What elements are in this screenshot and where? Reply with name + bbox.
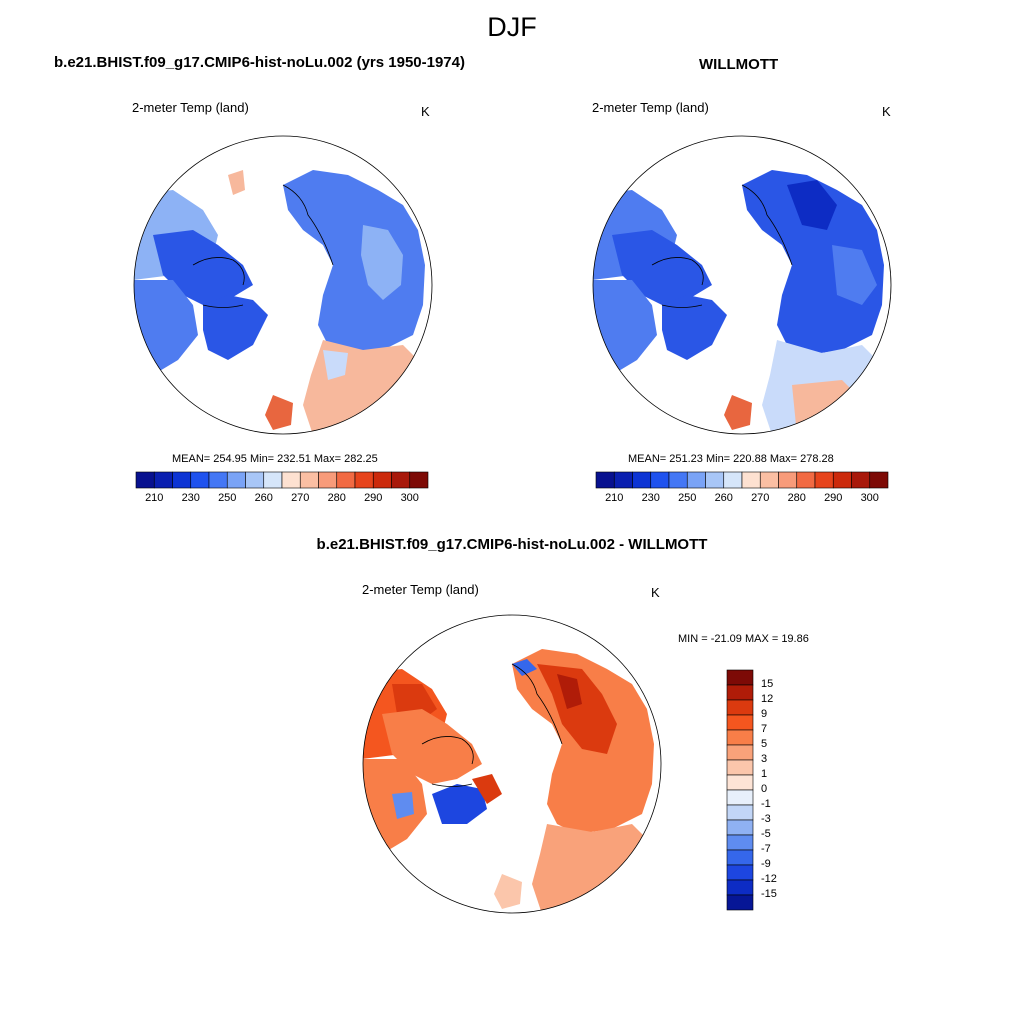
colorbar-swatch xyxy=(172,471,192,489)
colorbar-tick-label: 280 xyxy=(787,492,806,504)
colorbar-tick-label: -1 xyxy=(761,798,771,810)
panel-1-variable-label: 2-meter Temp (land) xyxy=(132,100,249,115)
colorbar-swatch xyxy=(796,471,816,489)
colorbar-tick-label: 300 xyxy=(860,492,879,504)
colorbar-tick-label: -12 xyxy=(761,873,777,885)
colorbar-tick-label: 270 xyxy=(291,492,310,504)
colorbar-tick-label: 300 xyxy=(400,492,419,504)
colorbar-swatch xyxy=(632,471,652,489)
colorbar-tick-label: -7 xyxy=(761,843,771,855)
colorbar-tick-label: 15 xyxy=(761,678,774,690)
panel-2-variable-label: 2-meter Temp (land) xyxy=(592,100,709,115)
colorbar-swatch xyxy=(263,471,283,489)
colorbar-swatch xyxy=(153,471,173,489)
panel-3-stats: MIN = -21.09 MAX = 19.86 xyxy=(678,633,809,645)
colorbar-tick-label: 9 xyxy=(761,708,768,720)
colorbar-tick-label: 12 xyxy=(761,693,774,705)
colorbar-swatch xyxy=(726,684,754,701)
colorbar-swatch xyxy=(372,471,392,489)
panel-3-title: b.e21.BHIST.f09_g17.CMIP6-hist-noLu.002 … xyxy=(316,536,708,553)
panel-3-units-label: K xyxy=(651,585,660,600)
colorbar-tick-label: -5 xyxy=(761,828,771,840)
panel-2-stats: MEAN= 251.23 Min= 220.88 Max= 278.28 xyxy=(628,453,834,465)
colorbar-swatch xyxy=(851,471,871,489)
panel-2-colorbar xyxy=(595,471,889,489)
colorbar-swatch xyxy=(723,471,743,489)
colorbar-swatch xyxy=(336,471,356,489)
colorbar-swatch xyxy=(613,471,633,489)
panel-2-title: WILLMOTT xyxy=(699,56,779,73)
colorbar-tick-label: 230 xyxy=(641,492,660,504)
panel-3-colorbar xyxy=(726,669,754,911)
colorbar-swatch xyxy=(226,471,246,489)
colorbar-tick-label: 250 xyxy=(678,492,697,504)
colorbar-swatch xyxy=(814,471,834,489)
colorbar-swatch xyxy=(726,774,754,791)
colorbar-tick-label: 7 xyxy=(761,723,768,735)
colorbar-swatch xyxy=(391,471,411,489)
colorbar-tick-label: 210 xyxy=(145,492,164,504)
colorbar-swatch xyxy=(778,471,798,489)
figure-title: DJF xyxy=(487,12,537,42)
colorbar-swatch xyxy=(726,804,754,821)
colorbar-tick-label: -9 xyxy=(761,858,771,870)
colorbar-tick-label: 3 xyxy=(761,753,768,765)
colorbar-swatch xyxy=(832,471,852,489)
colorbar-swatch xyxy=(726,849,754,866)
colorbar-swatch xyxy=(190,471,210,489)
colorbar-swatch xyxy=(668,471,688,489)
colorbar-tick-label: 230 xyxy=(181,492,200,504)
colorbar-swatch xyxy=(726,714,754,731)
colorbar-swatch xyxy=(726,759,754,776)
colorbar-tick-label: 280 xyxy=(327,492,346,504)
colorbar-swatch xyxy=(686,471,706,489)
colorbar-swatch xyxy=(726,819,754,836)
colorbar-swatch xyxy=(595,471,615,489)
panel-1-polar-map xyxy=(133,135,433,435)
panel-2-units-label: K xyxy=(882,104,891,119)
colorbar-swatch xyxy=(726,744,754,761)
colorbar-swatch xyxy=(299,471,319,489)
colorbar-swatch xyxy=(759,471,779,489)
colorbar-swatch xyxy=(741,471,761,489)
colorbar-tick-label: 290 xyxy=(364,492,383,504)
colorbar-tick-label: -3 xyxy=(761,813,771,825)
panel-1-colorbar xyxy=(135,471,429,489)
colorbar-swatch xyxy=(208,471,228,489)
panel-2-polar-map xyxy=(592,135,892,435)
colorbar-swatch xyxy=(726,789,754,806)
panel-1-units-label: K xyxy=(421,104,430,119)
colorbar-tick-label: 1 xyxy=(761,768,768,780)
colorbar-swatch xyxy=(726,894,754,911)
colorbar-swatch xyxy=(726,864,754,881)
colorbar-swatch xyxy=(869,471,889,489)
colorbar-swatch xyxy=(281,471,301,489)
colorbar-tick-label: 5 xyxy=(761,738,768,750)
colorbar-swatch xyxy=(135,471,155,489)
colorbar-swatch xyxy=(318,471,338,489)
colorbar-swatch xyxy=(726,834,754,851)
colorbar-swatch xyxy=(726,669,754,686)
panel-3-variable-label: 2-meter Temp (land) xyxy=(362,582,479,597)
panel-1-title: b.e21.BHIST.f09_g17.CMIP6-hist-noLu.002 … xyxy=(54,54,465,71)
colorbar-tick-label: 290 xyxy=(824,492,843,504)
colorbar-swatch xyxy=(245,471,265,489)
panel-3-polar-map xyxy=(362,614,662,914)
colorbar-tick-label: 260 xyxy=(714,492,733,504)
colorbar-swatch xyxy=(726,699,754,716)
panel-1-stats: MEAN= 254.95 Min= 232.51 Max= 282.25 xyxy=(172,453,378,465)
colorbar-tick-label: 210 xyxy=(605,492,624,504)
colorbar-swatch xyxy=(409,471,429,489)
colorbar-tick-label: 250 xyxy=(218,492,237,504)
colorbar-swatch xyxy=(726,879,754,896)
colorbar-tick-label: 0 xyxy=(761,783,768,795)
colorbar-tick-label: 260 xyxy=(254,492,273,504)
colorbar-tick-label: -15 xyxy=(761,888,777,900)
colorbar-tick-label: 270 xyxy=(751,492,770,504)
colorbar-swatch xyxy=(354,471,374,489)
colorbar-swatch xyxy=(726,729,754,746)
colorbar-swatch xyxy=(705,471,725,489)
colorbar-swatch xyxy=(650,471,670,489)
